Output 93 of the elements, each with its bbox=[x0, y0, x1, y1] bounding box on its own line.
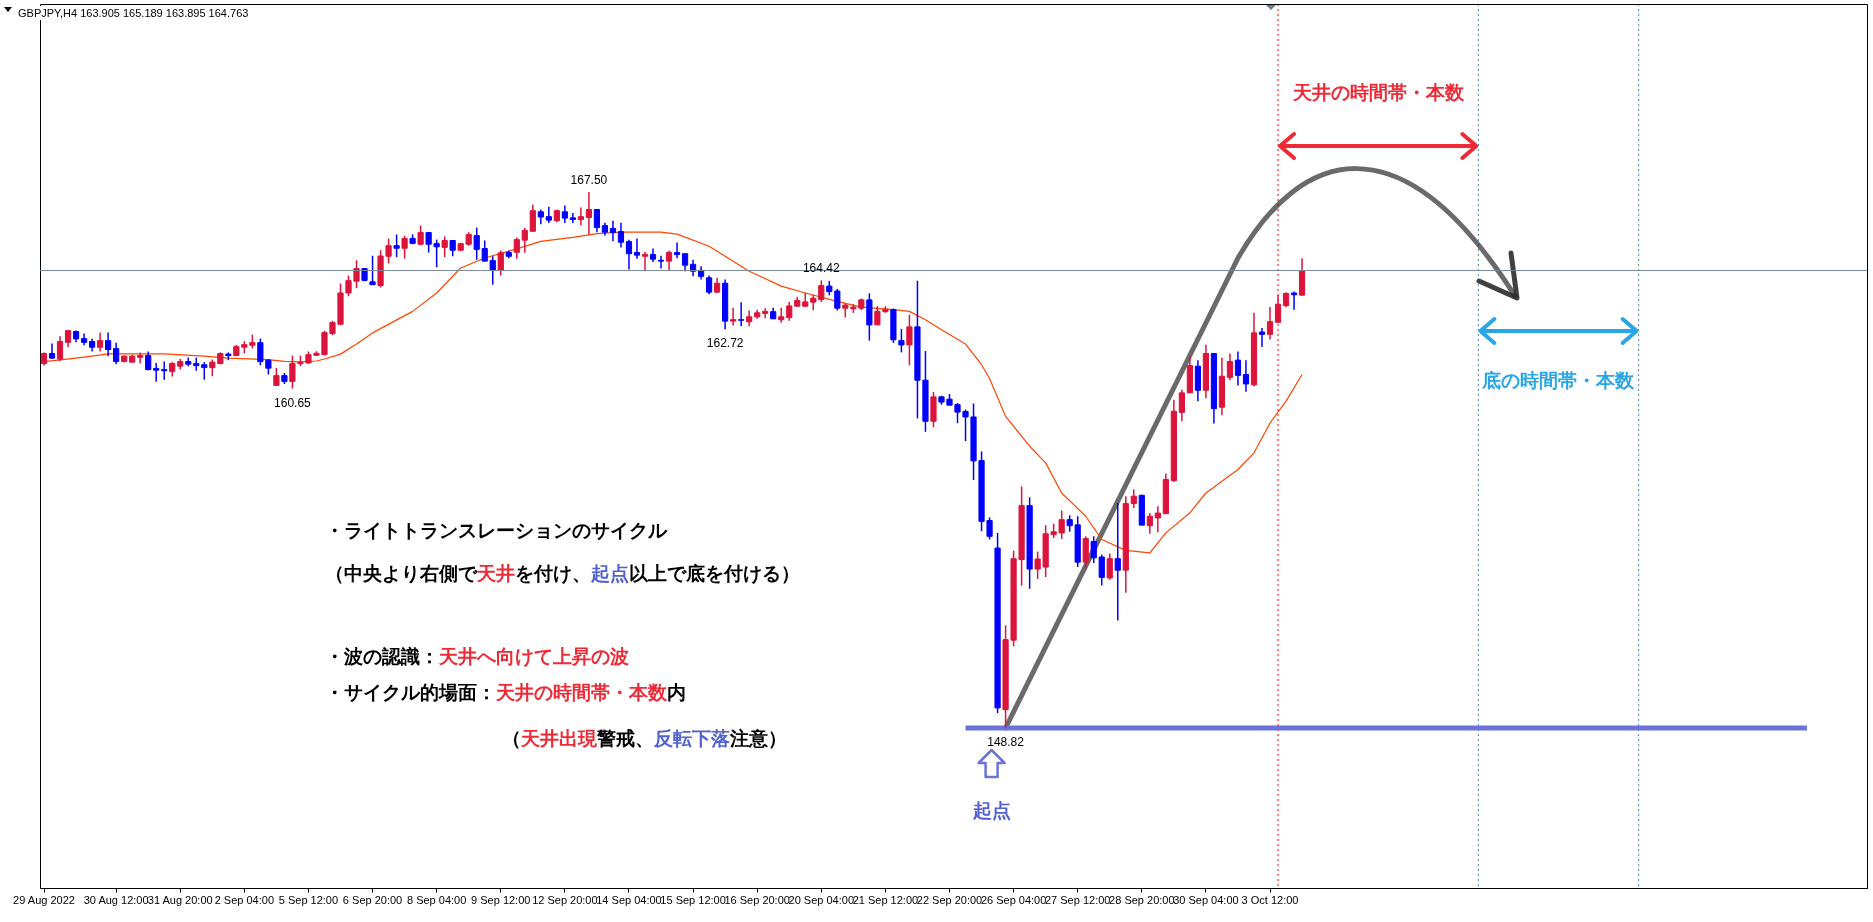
x-tick-label: 20 Sep 04:00 bbox=[788, 893, 855, 906]
annotation: 天井出現 bbox=[521, 727, 597, 749]
annotation: 天井へ向けて上昇の波 bbox=[439, 645, 629, 667]
x-tick-label: 16 Sep 20:00 bbox=[724, 893, 790, 906]
candlestick bbox=[762, 307, 769, 319]
candlestick bbox=[898, 328, 905, 354]
annotation: 注意） bbox=[730, 727, 787, 749]
candlestick bbox=[1154, 505, 1161, 534]
candlestick bbox=[161, 360, 168, 381]
x-tick-label: 8 Sep 04:00 bbox=[406, 893, 467, 906]
candlestick bbox=[738, 301, 745, 328]
x-tick-label: 22 Sep 20:00 bbox=[916, 893, 983, 906]
annotation: 167.50 bbox=[570, 173, 608, 187]
candlestick bbox=[393, 233, 400, 258]
candlestick bbox=[730, 306, 737, 327]
x-tick-label: 6 Sep 20:00 bbox=[342, 893, 403, 906]
annotation: ・サイクル的場面： bbox=[325, 681, 496, 703]
candlestick bbox=[657, 254, 665, 270]
x-tick-label: 30 Sep 04:00 bbox=[1173, 893, 1239, 906]
candlestick bbox=[1274, 294, 1282, 324]
annotation: を付け、 bbox=[515, 562, 591, 584]
annotation: 天井の時間帯・本数 bbox=[496, 681, 667, 703]
x-tick-label: 30 Aug 12:00 bbox=[83, 893, 149, 906]
candlestick bbox=[705, 274, 713, 295]
annotation: 天井 bbox=[477, 562, 515, 584]
candlestick bbox=[665, 249, 673, 271]
x-tick-label: 12 Sep 20:00 bbox=[532, 893, 598, 906]
annotation: ・ライトトランスレーションのサイクル bbox=[325, 519, 667, 541]
candlestick bbox=[625, 238, 633, 271]
annotation: 以上で底を付ける） bbox=[629, 562, 800, 584]
candlestick bbox=[585, 191, 593, 236]
candlestick bbox=[137, 351, 144, 365]
annotation: ・波の認識： bbox=[325, 645, 439, 667]
candlestick bbox=[1178, 388, 1185, 423]
candlestick bbox=[441, 235, 448, 258]
candlestick bbox=[153, 362, 160, 383]
x-tick-label: 29 Aug 2022 bbox=[13, 893, 75, 906]
candlestick bbox=[1234, 350, 1242, 387]
candlestick bbox=[1130, 488, 1137, 509]
annotation: 起点 bbox=[591, 562, 629, 584]
annotation: 162.72 bbox=[706, 336, 744, 351]
candlestick bbox=[497, 249, 504, 277]
candlestick bbox=[56, 335, 64, 362]
annotation: 160.65 bbox=[274, 395, 312, 410]
candlestick bbox=[1242, 359, 1250, 393]
x-tick-label: 14 Sep 04:00 bbox=[596, 893, 662, 906]
x-tick-label: 27 Sep 12:00 bbox=[1044, 893, 1111, 906]
candlestick bbox=[1106, 552, 1113, 581]
x-tick-label: 3 Oct 12:00 bbox=[1241, 893, 1299, 906]
x-tick-label: 2 Sep 04:00 bbox=[214, 893, 275, 906]
candlestick bbox=[1082, 535, 1089, 571]
candlestick bbox=[113, 341, 120, 365]
candlestick bbox=[105, 331, 112, 357]
annotation: 警戒、 bbox=[597, 727, 654, 749]
candlestick bbox=[633, 237, 641, 260]
x-tick-label: 26 Sep 04:00 bbox=[980, 893, 1047, 906]
x-tick-label: 15 Sep 12:00 bbox=[660, 893, 726, 906]
candlestick bbox=[1114, 502, 1121, 622]
annotation: 164.42 bbox=[802, 261, 840, 276]
candlestick bbox=[1146, 512, 1153, 535]
candlestick bbox=[521, 227, 528, 254]
candlestick bbox=[593, 208, 601, 233]
candlestick bbox=[617, 221, 625, 249]
candlestick bbox=[577, 206, 584, 227]
candlestick bbox=[778, 306, 785, 324]
x-tick-label: 28 Sep 20:00 bbox=[1109, 893, 1175, 906]
chart-title: GBPJPY,H4 163.905 165.189 163.895 164.763 bbox=[16, 6, 251, 20]
text: 天井の時間帯・本数 bbox=[1292, 80, 1464, 104]
candlestick bbox=[673, 241, 681, 260]
text: 起点 bbox=[972, 798, 1011, 822]
annotation: 反転下落 bbox=[654, 727, 730, 749]
x-tick-label: 31 Aug 20:00 bbox=[147, 893, 213, 906]
annotation: 内 bbox=[667, 681, 686, 703]
candlestick bbox=[569, 212, 576, 224]
candlestick bbox=[529, 203, 536, 233]
x-tick-label: 5 Sep 12:00 bbox=[278, 893, 339, 906]
candlestick bbox=[401, 234, 408, 260]
annotation: （ bbox=[502, 727, 521, 749]
candlestick bbox=[1226, 352, 1234, 381]
candlestick bbox=[609, 219, 617, 243]
candlestick bbox=[786, 301, 793, 322]
candlestick bbox=[1258, 327, 1266, 348]
x-tick-label: 21 Sep 12:00 bbox=[852, 893, 919, 906]
annotation: 底の時間帯・本数 bbox=[1482, 368, 1635, 392]
candlestick bbox=[96, 331, 104, 353]
candlestick bbox=[1266, 306, 1274, 341]
x-tick-label: 9 Sep 12:00 bbox=[471, 893, 531, 906]
annotation: 148.82 bbox=[987, 735, 1025, 749]
annotation: （中央より右側で bbox=[325, 562, 477, 584]
candlestick bbox=[513, 236, 520, 260]
candlestick bbox=[641, 250, 649, 272]
candlestick bbox=[906, 314, 913, 367]
candlestick bbox=[369, 254, 376, 286]
